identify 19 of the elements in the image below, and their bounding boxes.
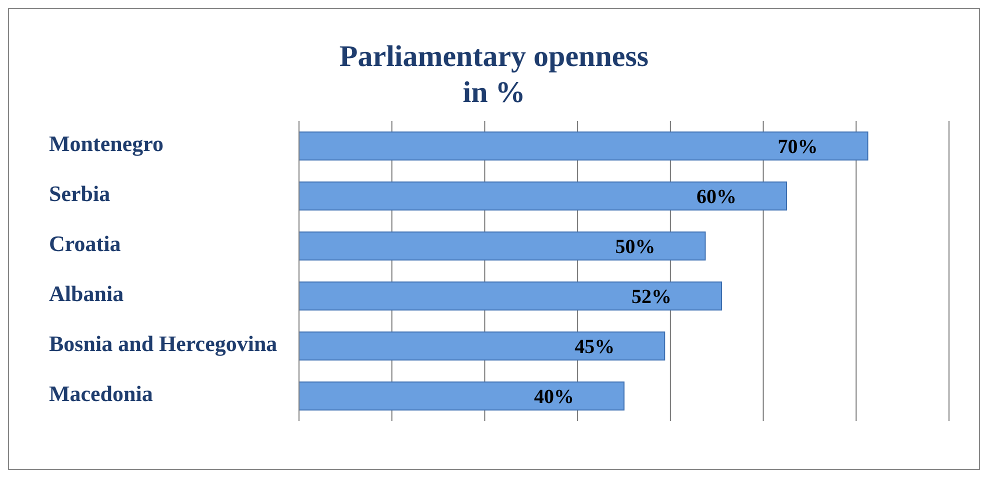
chart-title: Parliamentary openness in % xyxy=(338,39,650,111)
y-tick-label: Albania xyxy=(49,281,124,306)
bar xyxy=(299,382,624,410)
y-tick-label: Croatia xyxy=(49,231,121,256)
y-tick-label: Montenegro xyxy=(49,131,164,156)
bar xyxy=(299,282,722,310)
bar xyxy=(299,232,706,260)
data-label: 50% xyxy=(615,236,656,258)
data-label: 70% xyxy=(778,136,818,158)
data-label: 40% xyxy=(534,386,574,408)
y-tick-label: Serbia xyxy=(49,181,110,206)
bar xyxy=(299,332,666,360)
bar xyxy=(299,182,787,210)
data-label: 60% xyxy=(696,186,736,208)
bar xyxy=(299,132,868,160)
data-label: 52% xyxy=(632,286,672,308)
data-label: 45% xyxy=(574,336,615,358)
y-tick-label: Bosnia and Hercegovina xyxy=(49,331,278,356)
y-tick-label: Macedonia xyxy=(49,381,153,406)
